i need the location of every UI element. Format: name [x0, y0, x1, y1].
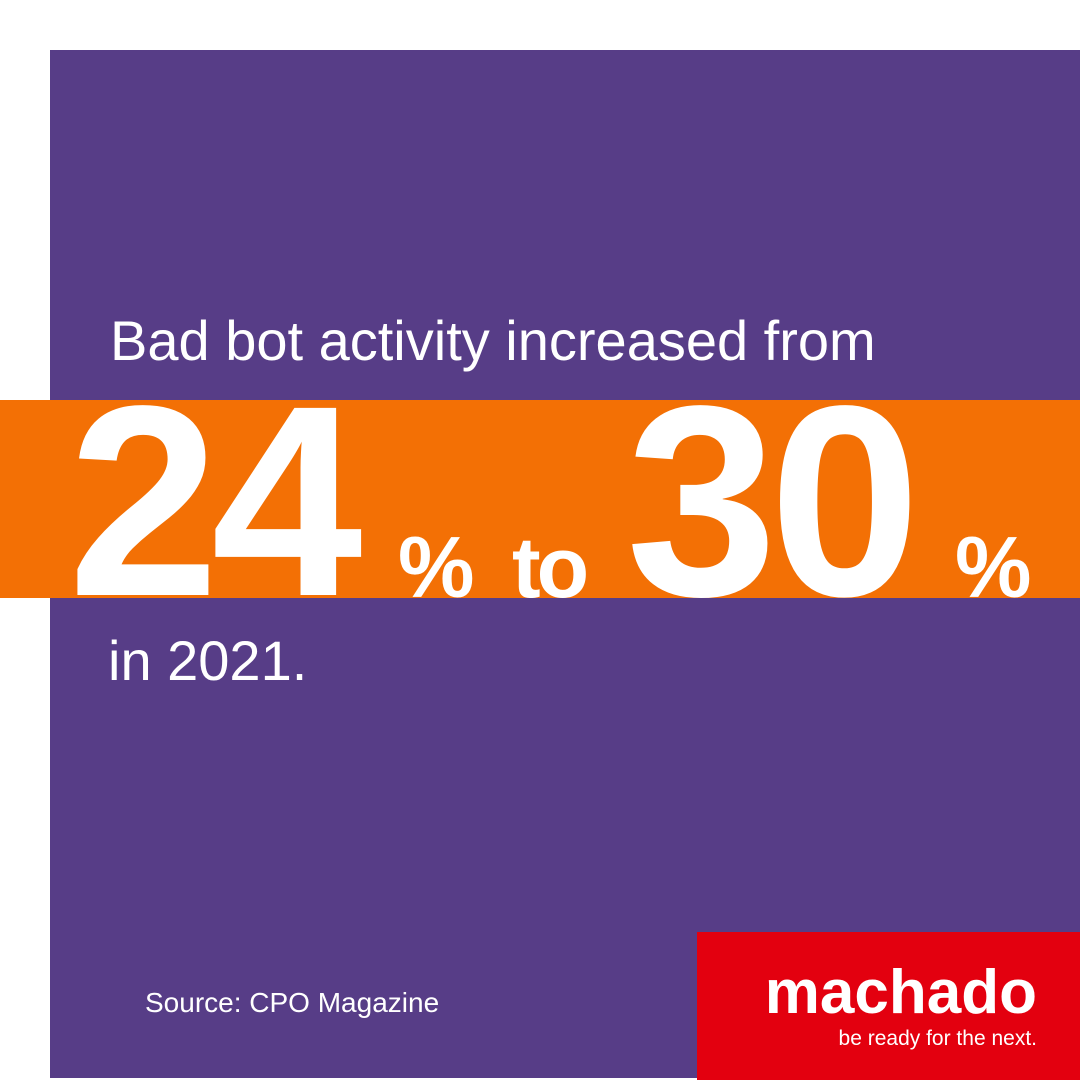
stat-from: 24: [68, 349, 364, 653]
brand-box: [697, 932, 1080, 1080]
stat-connector: to: [512, 520, 587, 616]
brand-name: machado: [765, 958, 1037, 1027]
brand-tagline: be ready for the next.: [839, 1027, 1037, 1050]
stat-to-unit: %: [955, 520, 1031, 616]
orange-band: [0, 400, 1080, 598]
headline: Bad bot activity increased from: [110, 309, 876, 372]
source: Source: CPO Magazine: [145, 987, 439, 1018]
period: in 2021.: [108, 629, 307, 692]
stat-to: 30: [626, 349, 913, 653]
stat-from-unit: %: [398, 520, 474, 616]
